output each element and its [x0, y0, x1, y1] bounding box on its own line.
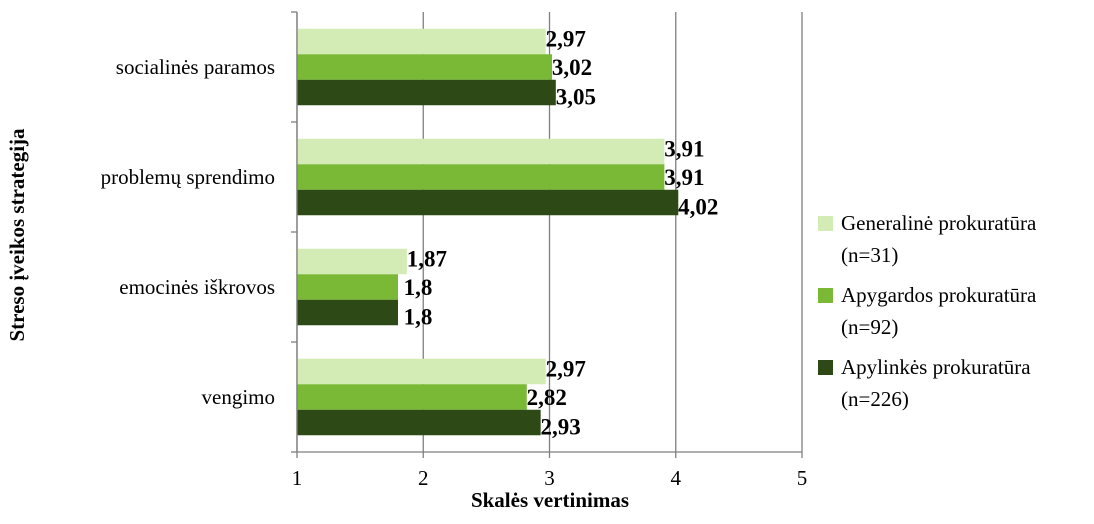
x-tick-label: 2 [418, 466, 429, 490]
bar-value-label: 3,05 [556, 85, 596, 110]
bar [297, 299, 398, 326]
x-tick-label: 5 [797, 466, 808, 490]
bars [297, 28, 679, 436]
x-axis-title: Skalės vertinimas [471, 488, 629, 512]
bar-value-label: 3,02 [552, 55, 592, 80]
legend-label: Generalinė prokuratūra (n=31) [841, 211, 1037, 267]
legend-label: Apylinkės prokuratūra (n=226) [841, 355, 1031, 411]
bar-value-label: 1,8 [404, 275, 433, 300]
bar [297, 189, 679, 216]
x-tick-label: 1 [292, 466, 303, 490]
y-category-label: socialinės paramos [116, 55, 275, 79]
x-tick-label: 4 [671, 466, 682, 490]
x-tick-label: 3 [544, 466, 555, 490]
y-axis-title: Streso įveikos strategija [5, 128, 29, 342]
y-category-label: problemų sprendimo [101, 165, 275, 189]
bar-value-label: 3,91 [664, 165, 704, 190]
bar-value-label: 2,82 [527, 385, 567, 410]
legend-item: Apygardos prokuratūra (n=92) [818, 279, 1090, 343]
legend-label: Apygardos prokuratūra (n=92) [841, 283, 1037, 339]
legend-item: Apylinkės prokuratūra (n=226) [818, 351, 1090, 415]
bar [297, 358, 546, 385]
bar [297, 28, 546, 55]
bar-value-label: 2,97 [546, 27, 586, 52]
bar [297, 79, 556, 106]
y-category-label: emocinės iškrovos [119, 275, 275, 299]
axes: 1 2 3 4 5 socialinės paramos problemų sprendim… [101, 11, 808, 490]
bar-value-label: 1,87 [407, 247, 447, 272]
bar [297, 409, 541, 436]
data-labels: 2,97 3,02 3,05 3,91 3,91 4,02 1,87 1,8 1,8 2,97 2,… [404, 27, 719, 440]
bar [297, 274, 398, 300]
bar [297, 138, 665, 165]
bar-value-label: 2,97 [546, 357, 586, 382]
legend-swatch [818, 216, 833, 231]
legend: Generalinė prokuratūra (n=31) Apygardos p… [818, 207, 1090, 423]
bar [297, 248, 407, 275]
bar [297, 164, 665, 190]
legend-swatch [818, 288, 833, 303]
bar [297, 384, 527, 410]
bar-value-label: 4,02 [678, 195, 718, 220]
bar-value-label: 3,91 [664, 137, 704, 162]
bar-value-label: 1,8 [404, 305, 433, 330]
bar [297, 54, 553, 80]
legend-swatch [818, 360, 833, 375]
bar-value-label: 2,93 [541, 415, 581, 440]
legend-item: Generalinė prokuratūra (n=31) [818, 207, 1090, 271]
y-category-label: vengimo [202, 385, 276, 409]
